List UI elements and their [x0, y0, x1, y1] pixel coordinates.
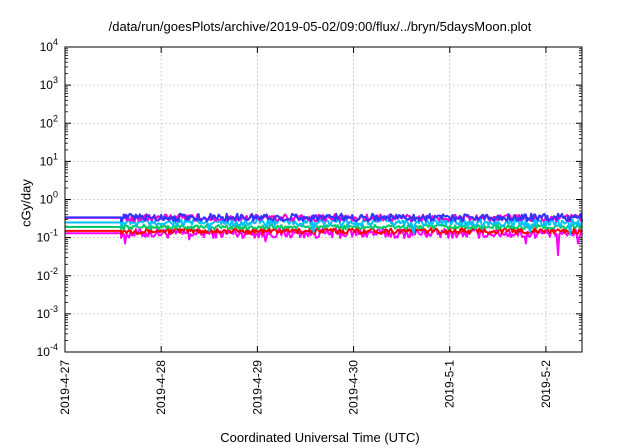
x-tick-label: 2019-4-27 — [58, 360, 72, 415]
y-axis-label: cGy/day — [18, 179, 34, 227]
y-tick-label: 101 — [40, 151, 58, 168]
x-tick-label: 2019-5-1 — [443, 360, 457, 408]
y-tick-label: 10-2 — [37, 266, 58, 283]
x-tick-label: 2019-4-29 — [250, 360, 264, 415]
x-axis-label: Coordinated Universal Time (UTC) — [220, 430, 420, 445]
series-line — [65, 212, 583, 223]
y-tick-label: 10-4 — [37, 342, 58, 359]
y-tick-label: 103 — [40, 75, 58, 92]
series-line — [65, 223, 583, 231]
y-tick-label: 102 — [40, 113, 58, 130]
x-tick-label: 2019-4-28 — [154, 360, 168, 415]
y-tick-label: 104 — [40, 37, 58, 54]
plot-frame — [64, 46, 583, 353]
chart-title: /data/run/goesPlots/archive/2019-05-02/0… — [108, 19, 532, 34]
series-line — [65, 227, 583, 235]
x-tick-label: 2019-5-2 — [539, 360, 553, 408]
x-tick-label: 2019-4-30 — [347, 360, 361, 415]
y-tick-label: 10-3 — [37, 304, 58, 321]
y-tick-label: 100 — [40, 190, 58, 207]
y-tick-label: 10-1 — [37, 228, 58, 245]
